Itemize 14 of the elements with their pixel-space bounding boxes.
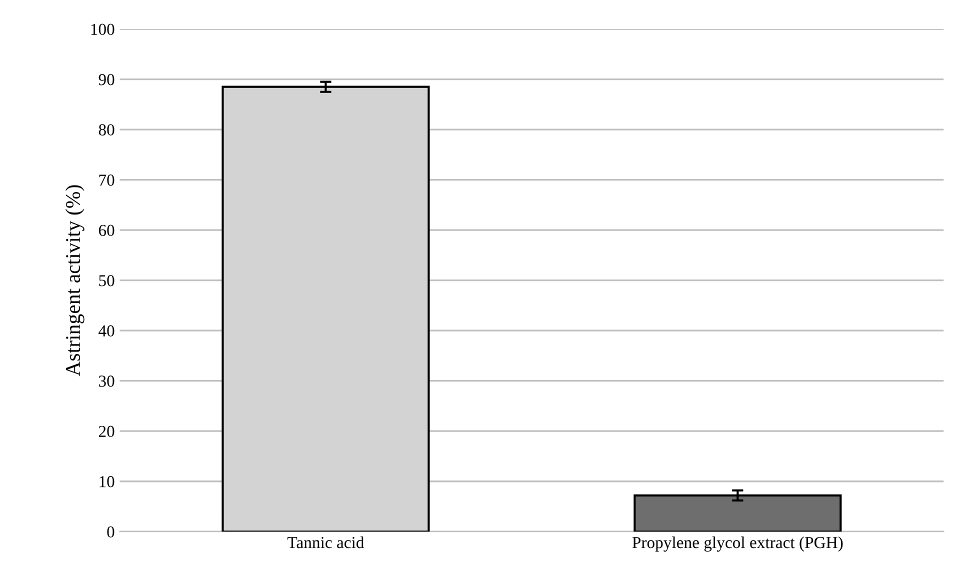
x-tick-label: Tannic acid	[288, 536, 364, 548]
y-tick-label: 0	[107, 526, 114, 538]
y-tick-label: 100	[91, 24, 114, 35]
y-tick-label: 70	[99, 174, 114, 186]
y-tick-label: 10	[100, 476, 114, 488]
y-tick-label: 60	[98, 224, 114, 236]
x-tick-label: Propylene glycol extract (PGH)	[632, 536, 843, 552]
y-tick-label: 90	[98, 74, 114, 86]
y-axis-title: Astringent activity (%)	[65, 185, 84, 376]
y-tick-label: 80	[98, 124, 114, 136]
y-tick-label: 30	[99, 376, 114, 387]
y-tick-label: 20	[98, 426, 114, 438]
y-tick-label: 40	[98, 325, 114, 337]
y-tick-label: 50	[99, 275, 114, 286]
